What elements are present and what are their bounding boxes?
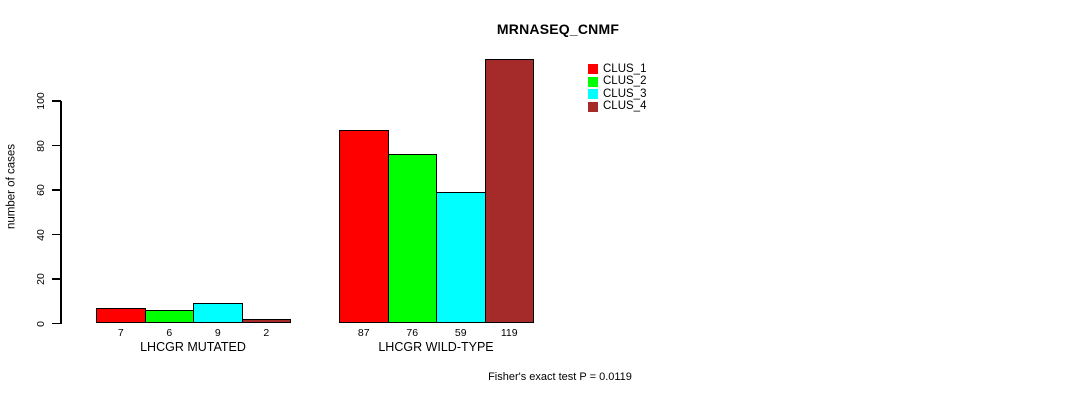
legend-label: CLUS_1: [603, 62, 647, 75]
legend-row-clus-3: CLUS_3: [588, 88, 646, 101]
bar-value-label: 2: [263, 327, 270, 339]
y-tick: [52, 100, 61, 102]
legend-swatch-clus-1: [588, 64, 598, 75]
bar-value-label: 76: [406, 327, 419, 339]
chart-title: MRNASEQ_CNMF: [496, 21, 620, 37]
footnote-pvalue: Fisher's exact test P = 0.0119: [488, 371, 632, 383]
bar-clus_3: [193, 303, 243, 324]
bar-value-label: 59: [454, 327, 467, 339]
y-tick-label: 100: [35, 92, 47, 110]
legend-row-clus-4: CLUS_4: [588, 101, 646, 114]
bar-clus_4: [241, 319, 291, 324]
legend-row-clus-1: CLUS_1: [588, 63, 646, 76]
legend-swatch-clus-2: [588, 76, 598, 87]
y-tick-label: 60: [35, 184, 47, 196]
group-label: LHCGR WILD-TYPE: [378, 340, 494, 354]
y-tick-label: 40: [35, 228, 47, 241]
legend-label: CLUS_4: [603, 100, 647, 113]
group-label: LHCGR MUTATED: [140, 340, 246, 354]
legend: CLUS_1 CLUS_2 CLUS_3 CLUS_4: [588, 63, 646, 113]
y-tick: [52, 189, 61, 191]
y-tick-label: 20: [35, 273, 47, 285]
legend-label: CLUS_3: [603, 87, 647, 100]
legend-swatch-clus-4: [588, 101, 598, 112]
bar-clus_4: [484, 58, 534, 324]
bar-clus_2: [144, 310, 194, 324]
y-tick-label: 0: [35, 320, 47, 327]
y-tick: [52, 322, 61, 325]
bar-value-label: 7: [117, 327, 124, 339]
y-axis-title: number of cases: [5, 144, 17, 230]
y-tick-label: 80: [35, 139, 47, 152]
bar-value-label: 9: [214, 327, 221, 339]
legend-row-clus-2: CLUS_2: [588, 76, 646, 89]
bar-clus_1: [339, 129, 389, 324]
bar-clus_3: [436, 192, 486, 324]
bar-clus_2: [387, 154, 437, 324]
y-tick: [52, 144, 61, 147]
bar-value-label: 6: [166, 327, 173, 339]
y-axis-line: [60, 101, 62, 324]
bar-value-label: 87: [357, 327, 370, 339]
y-tick: [52, 278, 61, 280]
legend-swatch-clus-3: [588, 89, 598, 100]
legend-label: CLUS_2: [603, 75, 647, 88]
y-tick: [52, 233, 61, 236]
bar-value-label: 119: [500, 327, 518, 339]
bar-clus_1: [96, 307, 146, 324]
